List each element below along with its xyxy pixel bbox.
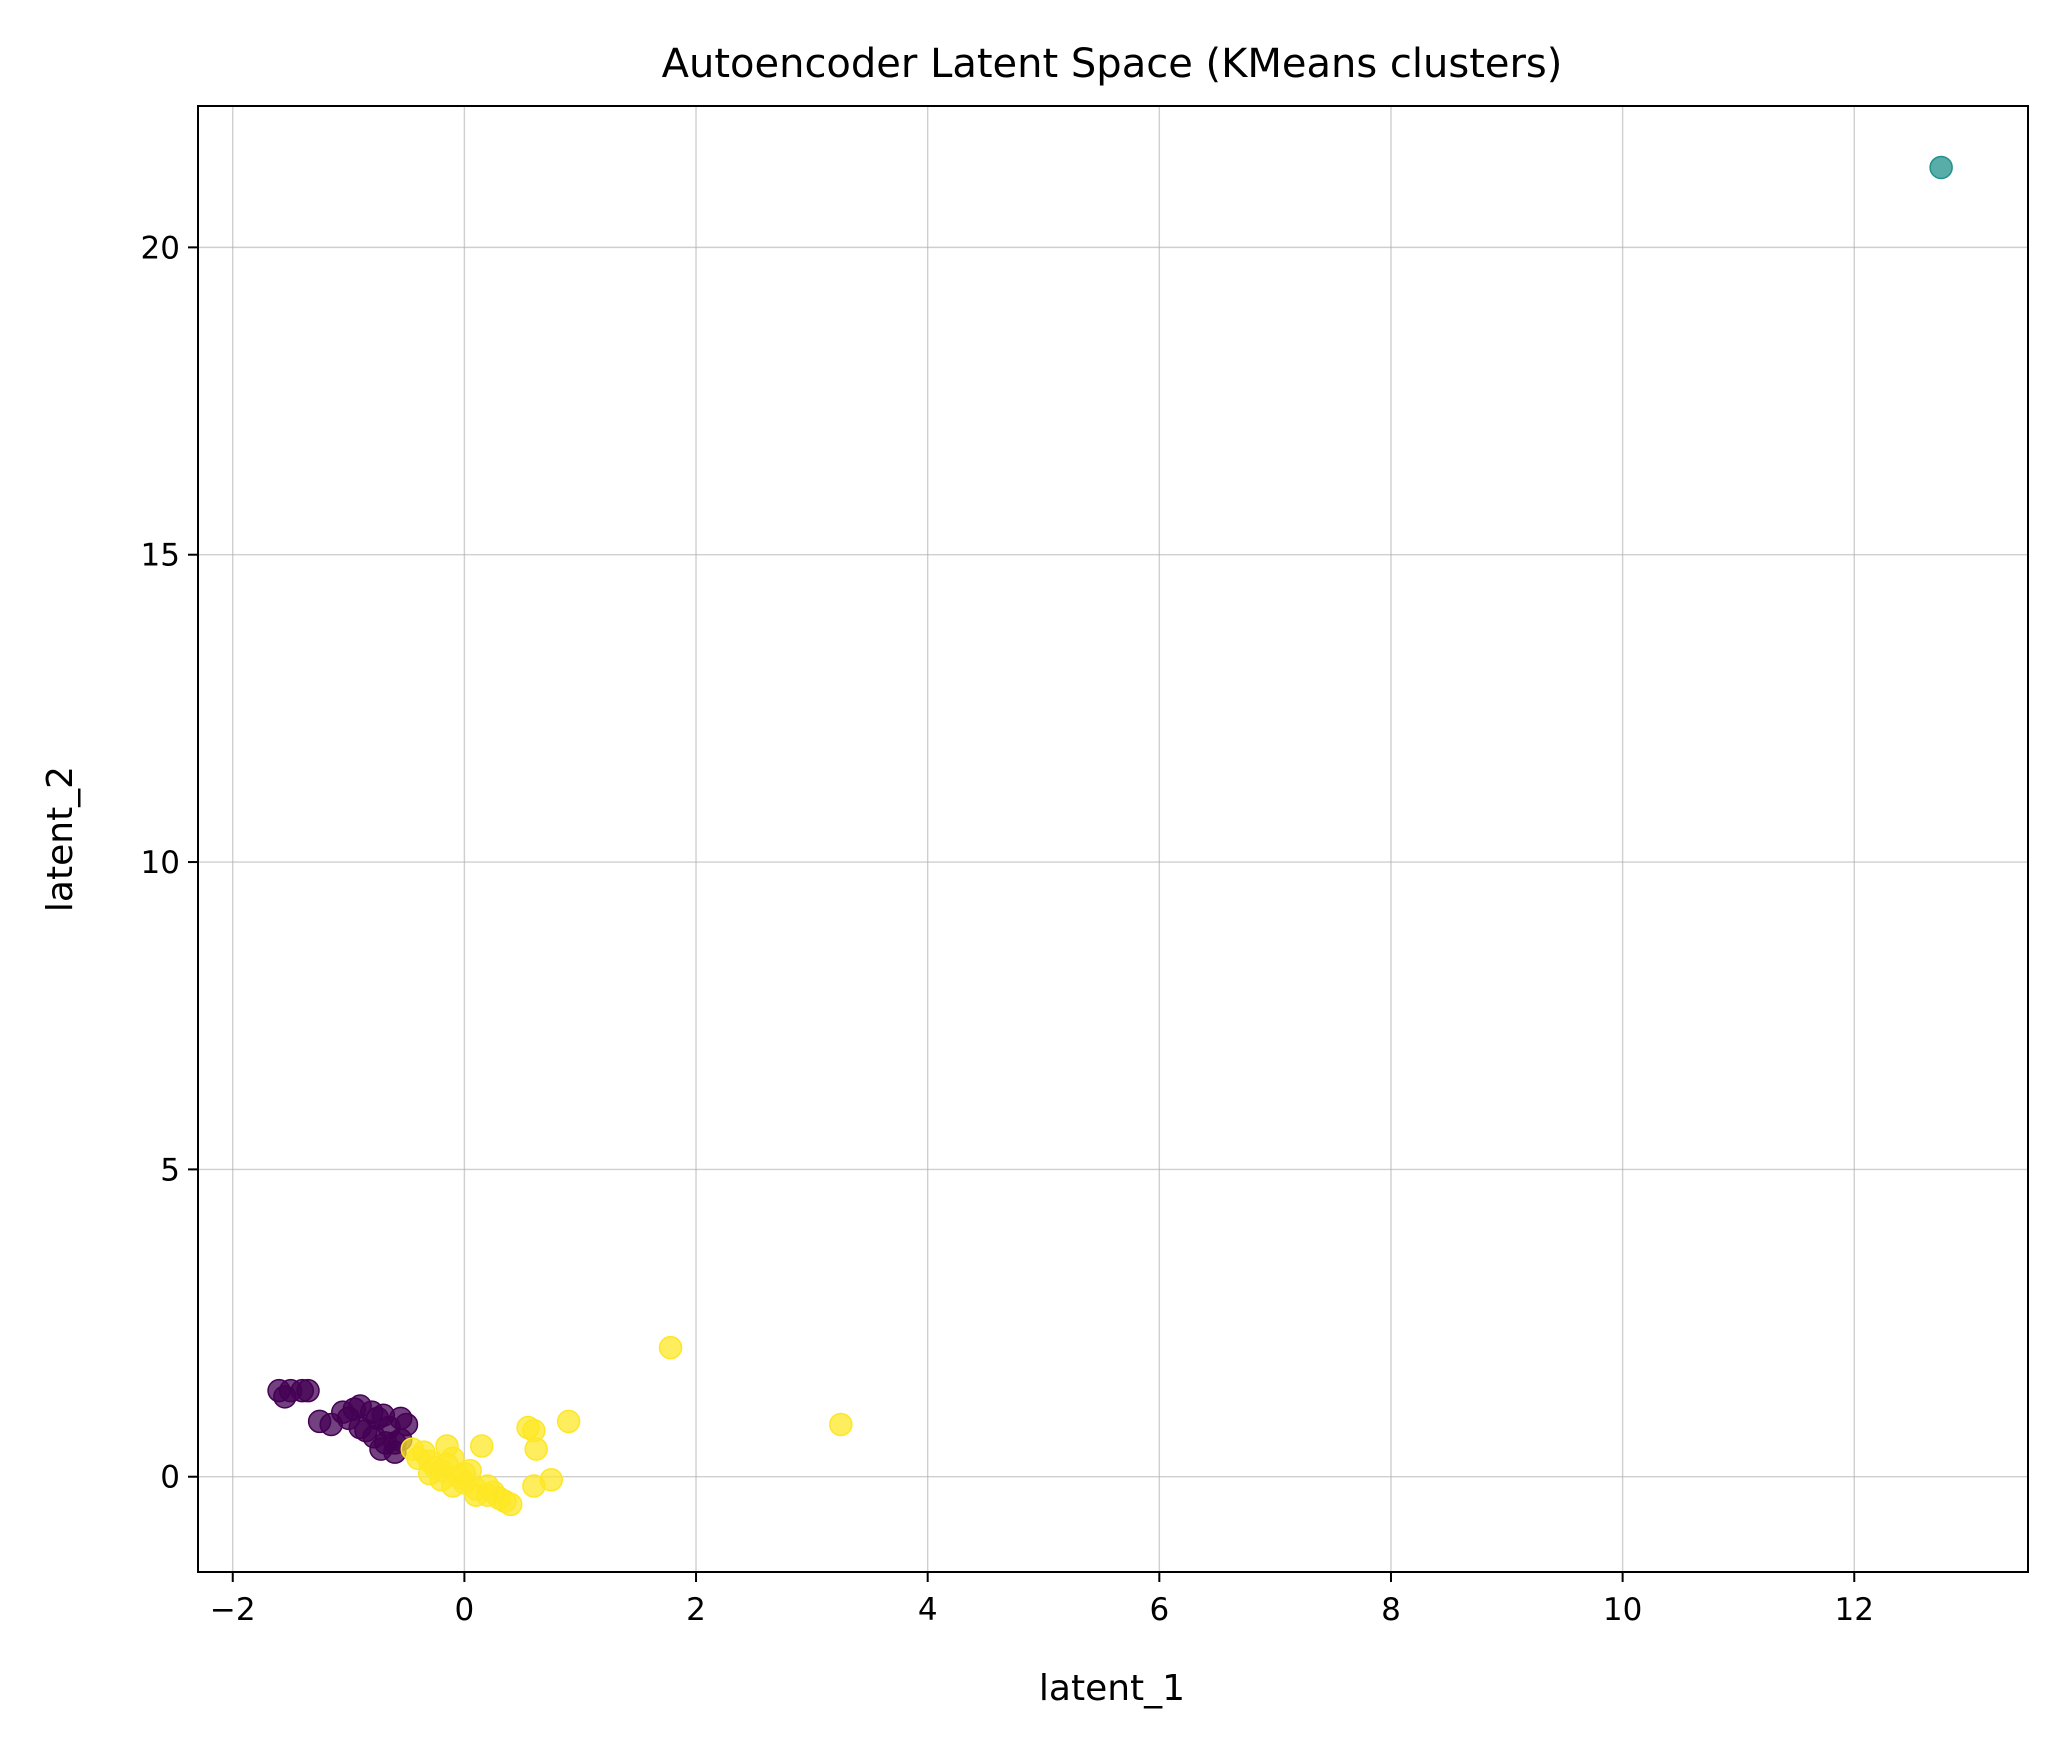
data-point-cluster-0 [296, 1378, 320, 1403]
x-tick-label: 6 [1149, 1592, 1169, 1628]
x-axis-ticks: −2 0 2 4 6 8 10 12 [210, 1572, 1874, 1628]
data-point-cluster-1 [1929, 155, 1953, 180]
data-point-cluster-2 [524, 1437, 548, 1461]
x-tick-label: 0 [455, 1592, 475, 1628]
x-tick-label: 4 [918, 1592, 938, 1628]
y-tick-label: 5 [160, 1152, 180, 1188]
data-point-cluster-2 [539, 1468, 564, 1492]
data-point-cluster-0 [373, 1431, 398, 1455]
data-point-cluster-2 [435, 1452, 459, 1477]
data-point-cluster-2 [470, 1434, 494, 1458]
y-tick-label: 10 [141, 845, 180, 881]
y-axis-ticks: 0 5 10 15 20 [141, 230, 198, 1496]
x-tick-label: −2 [210, 1592, 256, 1628]
data-points [267, 155, 1953, 1517]
chart-title: Autoencoder Latent Space (KMeans cluster… [662, 41, 1563, 87]
plot-area-frame [197, 105, 2029, 1573]
data-point-cluster-0 [336, 1406, 361, 1431]
y-tick-label: 20 [141, 230, 180, 266]
data-point-cluster-2 [475, 1474, 500, 1498]
x-tick-label: 2 [686, 1592, 706, 1628]
x-tick-label: 8 [1381, 1592, 1401, 1628]
y-tick-label: 0 [160, 1460, 180, 1496]
data-point-cluster-2 [556, 1409, 581, 1434]
data-point-cluster-2 [829, 1412, 853, 1437]
x-tick-label: 10 [1603, 1592, 1642, 1628]
y-axis-label: latent_2 [40, 766, 81, 912]
x-axis-label: latent_1 [1039, 1668, 1185, 1709]
data-point-cluster-2 [498, 1492, 523, 1517]
grid [198, 106, 2028, 1572]
y-tick-label: 15 [141, 538, 180, 574]
data-point-cluster-2 [658, 1335, 683, 1360]
x-tick-label: 12 [1835, 1592, 1874, 1628]
